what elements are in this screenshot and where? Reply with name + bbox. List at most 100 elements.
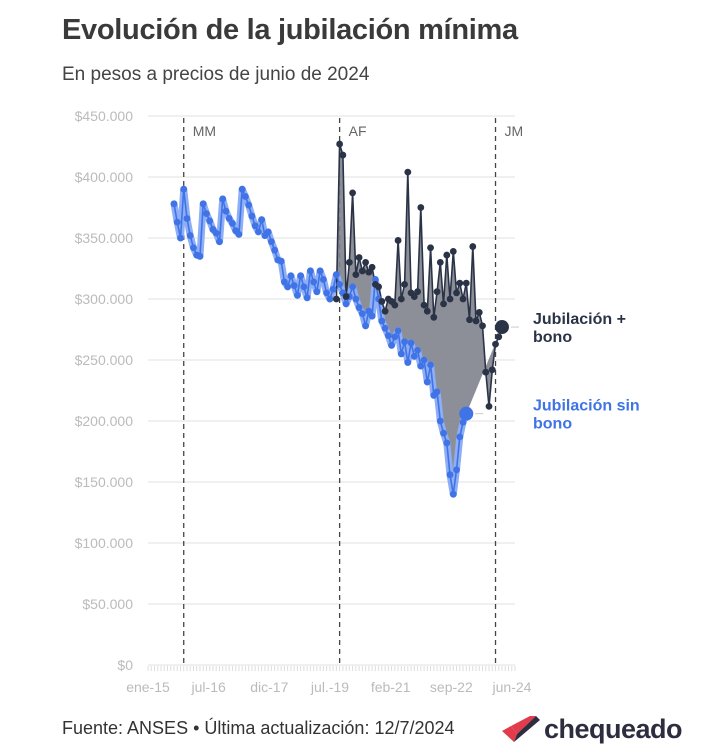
sin-bono-point	[362, 322, 370, 330]
x-tick-label: jun-24	[492, 679, 532, 695]
con-bono-point	[440, 300, 447, 308]
con-bono-label-line2: bono	[533, 329, 572, 346]
con-bono-point	[462, 279, 470, 287]
x-tick-label: ene-15	[126, 679, 170, 695]
sin-bono-point	[436, 417, 444, 425]
sin-bono-point	[183, 215, 191, 222]
sin-bono-point	[199, 200, 207, 208]
sin-bono-point	[349, 283, 357, 291]
y-tick-label: $450.000	[75, 108, 134, 124]
sin-bono-point	[404, 359, 412, 366]
chequeado-logo: chequeado	[500, 712, 683, 746]
con-bono-point	[449, 248, 457, 255]
con-bono-point	[475, 309, 483, 316]
con-bono-point	[404, 168, 412, 176]
sin-bono-point	[352, 295, 360, 303]
sin-bono-point	[264, 228, 272, 236]
y-tick-label: $150.000	[75, 474, 134, 490]
con-bono-point	[417, 204, 425, 211]
sin-bono-point	[297, 272, 305, 280]
sin-bono-point	[173, 218, 181, 226]
sin-bono-point	[300, 283, 308, 291]
sin-bono-point	[222, 207, 230, 215]
sin-bono-point	[248, 212, 256, 220]
chart-subtitle: En pesos a precios de junio de 2024	[62, 64, 370, 85]
con-bono-point	[336, 140, 344, 148]
con-bono-point	[430, 313, 438, 321]
sin-bono-point	[410, 352, 418, 360]
con-bono-point	[482, 368, 490, 376]
con-bono-point	[423, 307, 431, 315]
sin-bono-point	[313, 288, 321, 296]
sin-bono-point	[212, 229, 220, 237]
con-bono-point	[453, 289, 460, 297]
event-marker-label: JM	[505, 123, 524, 139]
sin-bono-point	[196, 252, 204, 260]
sin-bono-label-line2: bono	[533, 416, 572, 433]
sin-bono-point	[203, 210, 210, 217]
con-bono-point	[362, 259, 370, 266]
sin-bono-point	[268, 238, 275, 246]
sin-bono-point	[287, 272, 295, 280]
y-tick-label: $400.000	[75, 169, 134, 185]
sin-bono-point	[440, 429, 447, 437]
con-bono-point	[410, 293, 418, 300]
event-marker-label: AF	[349, 123, 367, 139]
con-bono-point	[397, 295, 405, 303]
x-tick-label: feb-21	[371, 679, 411, 695]
grid-lines	[148, 115, 515, 666]
con-bono-point	[436, 259, 444, 266]
sin-bono-point	[326, 295, 334, 303]
sin-bono-point	[277, 257, 285, 265]
x-tick-label: jul.-19	[310, 679, 349, 695]
sin-bono-point	[371, 276, 379, 283]
sin-bono-point	[456, 433, 464, 441]
con-bono-point	[433, 288, 441, 296]
con-bono-point	[488, 366, 496, 374]
sin-bono-point	[355, 304, 363, 311]
sin-bono-point	[453, 466, 460, 474]
sin-bono-point	[365, 307, 373, 315]
sin-bono-point	[433, 388, 441, 396]
con-bono-point	[469, 243, 477, 250]
con-bono-point	[479, 322, 486, 330]
con-bono-point	[492, 340, 499, 348]
con-bono-point	[345, 259, 353, 266]
con-bono-point	[446, 295, 454, 303]
sin-bono-point	[245, 201, 253, 209]
y-tick-label: $350.000	[75, 230, 134, 246]
y-tick-label: $300.000	[75, 291, 134, 307]
con-bono-point	[381, 307, 389, 315]
series-bands	[336, 144, 502, 495]
sin-bono-point	[443, 439, 451, 447]
sin-bono-point	[420, 356, 428, 364]
y-tick-label: $50.000	[82, 596, 133, 612]
sin-bono-point	[407, 339, 415, 347]
sin-bono-point	[401, 338, 408, 346]
sin-bono-point	[319, 276, 327, 283]
sin-bono-point	[336, 280, 344, 288]
con-bono-point	[391, 301, 399, 309]
sin-bono-point	[414, 346, 421, 354]
sin-bono-point	[449, 490, 457, 498]
x-tick-label: sep-22	[430, 679, 473, 695]
sin-bono-point	[206, 217, 214, 225]
sin-bono-point	[258, 216, 266, 224]
sin-bono-point	[358, 310, 366, 318]
series-lines	[170, 140, 510, 498]
sin-bono-point	[216, 238, 223, 246]
y-tick-label: $250.000	[75, 352, 134, 368]
x-tick-label: dic-17	[250, 679, 288, 695]
con-bono-point	[339, 151, 347, 159]
con-bono-point	[352, 271, 360, 278]
con-bono-point	[368, 263, 376, 271]
con-bono-point	[378, 298, 386, 305]
sin-bono-point	[170, 200, 178, 208]
bono-band	[336, 144, 502, 495]
logo-wordmark: chequeado	[544, 713, 683, 744]
sin-bono-point	[446, 471, 454, 479]
con-bono-point	[414, 288, 421, 296]
y-tick-label: $200.000	[75, 413, 134, 429]
sin-bono-point	[303, 294, 311, 302]
